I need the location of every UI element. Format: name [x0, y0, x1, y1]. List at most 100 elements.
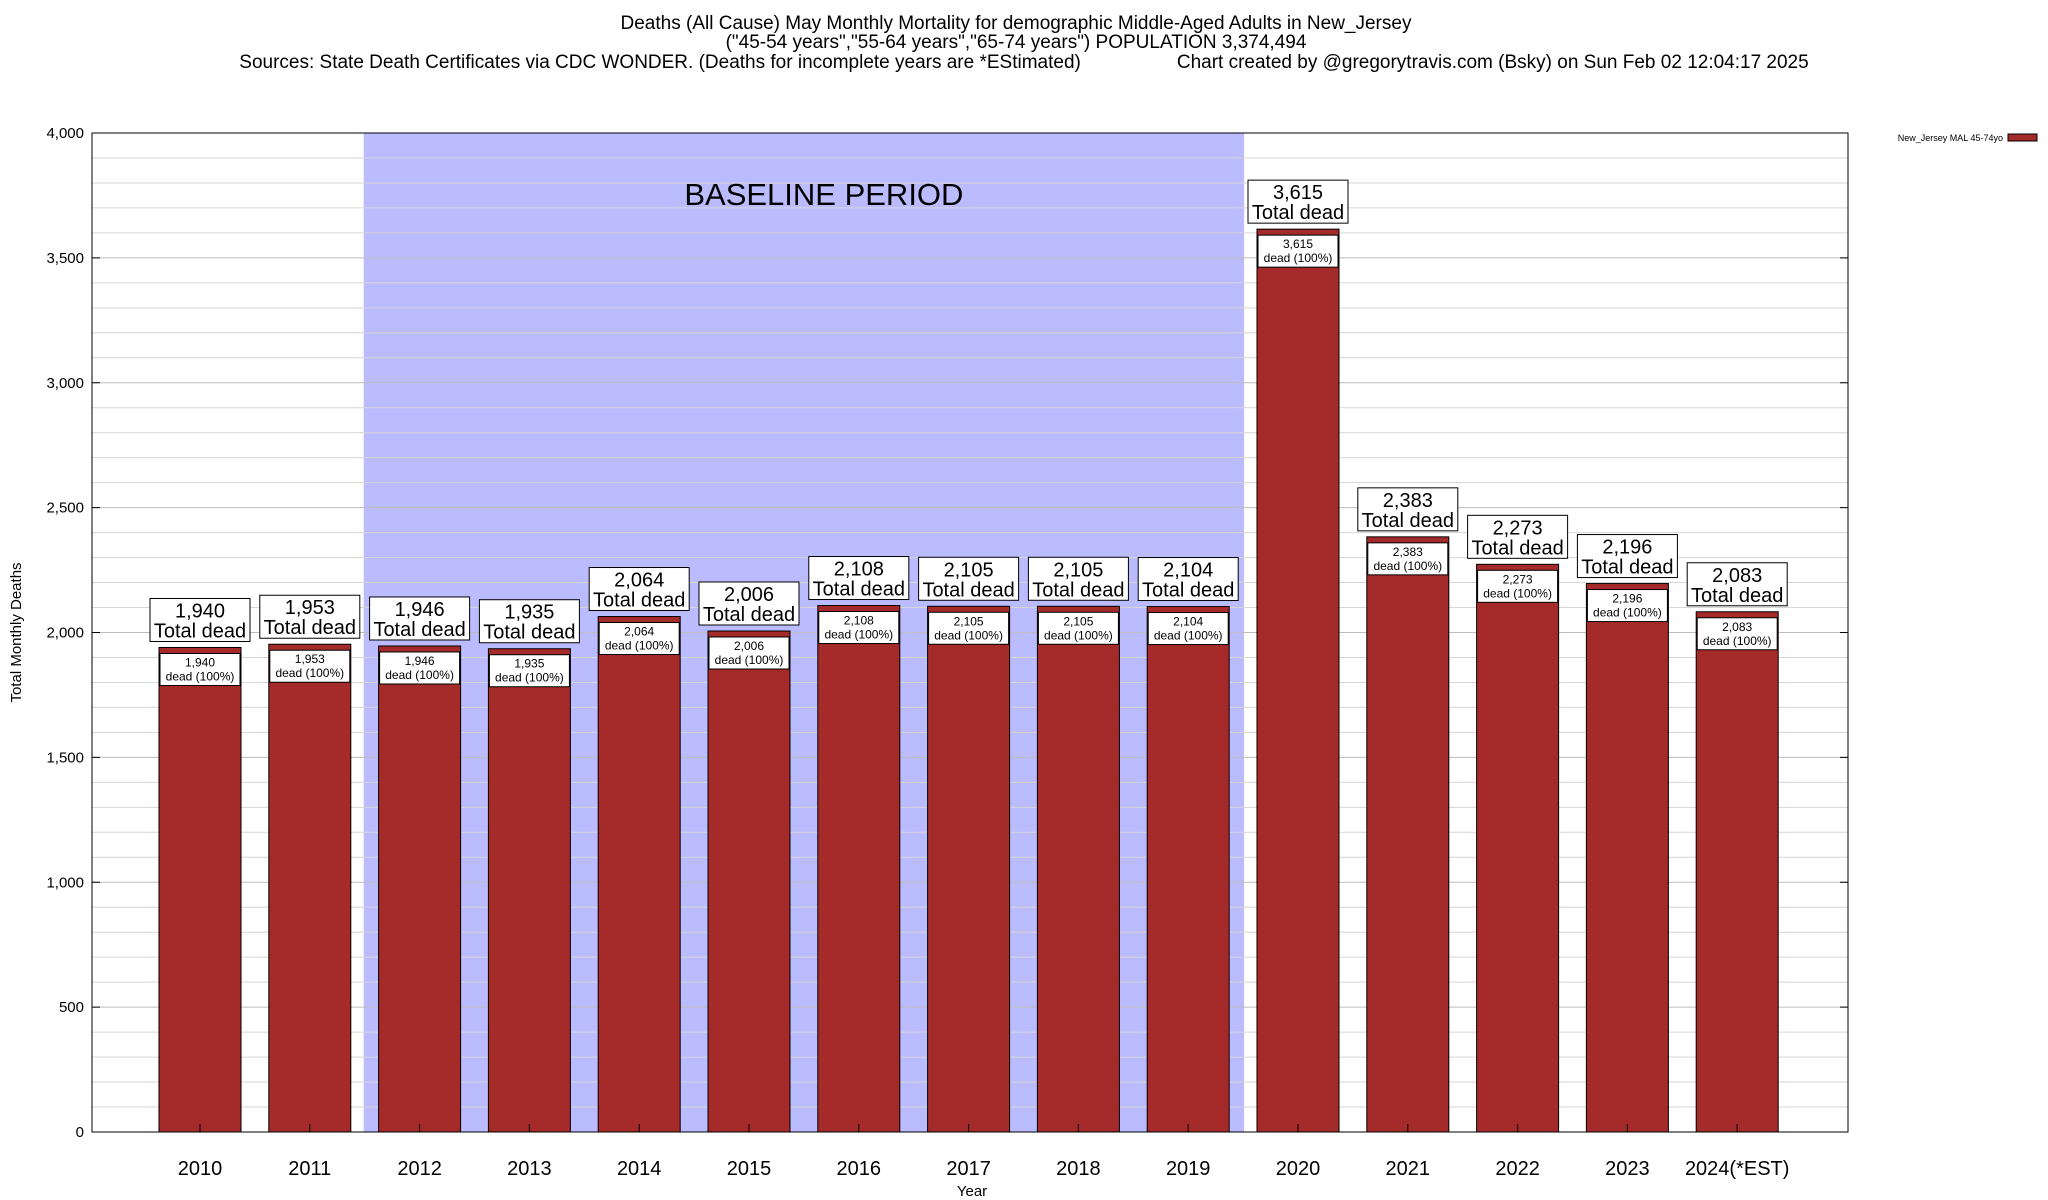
- bar-inner-percent-label: dead (100%): [1264, 251, 1333, 265]
- bar-total-label-box: [918, 556, 1020, 601]
- y-tick-label: 2,500: [46, 500, 84, 517]
- x-tick-label: 2023: [1605, 1158, 1650, 1180]
- x-tick-label: 2022: [1495, 1158, 1540, 1180]
- legend-label: New_Jersey MAL 45-74yo: [1898, 133, 2003, 143]
- bar: [1695, 611, 1779, 1133]
- bar-inner-label-box: [818, 611, 900, 645]
- bar-total-value-label: 2,108: [834, 559, 884, 581]
- bar-total-value-label: 2,105: [944, 559, 994, 581]
- bar-inner-label-box: [1257, 234, 1339, 268]
- bar-total-value-label: 2,105: [1053, 559, 1103, 581]
- bar-total-label-box: [259, 594, 361, 639]
- bar-inner-value-label: 2,383: [1393, 545, 1423, 559]
- bar-inner-label-box: [1477, 569, 1559, 603]
- bar-total-text-label: Total dead: [373, 619, 465, 641]
- bar-total-label-box: [1686, 562, 1788, 607]
- bar-inner-value-label: 2,105: [954, 614, 984, 628]
- chart-title: Deaths (All Cause) May Monthly Mortality…: [620, 13, 1412, 34]
- bar-total-label-box: [698, 581, 800, 626]
- bar-total-text-label: Total dead: [1471, 537, 1563, 559]
- bar-inner-label-box: [598, 622, 680, 656]
- bar-total-label-box: [808, 556, 910, 601]
- x-tick-label: 2020: [1276, 1158, 1321, 1180]
- chart-subtitle: ("45-54 years","55-64 years","65-74 year…: [725, 32, 1307, 53]
- bar-inner-value-label: 3,615: [1283, 237, 1313, 251]
- x-tick-label: 2015: [727, 1158, 772, 1180]
- bar-total-value-label: 2,273: [1493, 517, 1543, 539]
- bar-total-label-box: [1576, 534, 1678, 579]
- y-tick-label: 3,000: [46, 375, 84, 392]
- bar-total-label-box: [1027, 556, 1129, 601]
- bar-inner-percent-label: dead (100%): [934, 628, 1003, 642]
- bar-inner-label-box: [1367, 542, 1449, 576]
- bar-inner-value-label: 2,083: [1722, 620, 1752, 634]
- bar: [158, 646, 242, 1133]
- bar: [268, 643, 352, 1133]
- baseline-period-label: BASELINE PERIOD: [684, 177, 963, 212]
- bar-total-text-label: Total dead: [1691, 585, 1783, 607]
- bar: [1256, 228, 1340, 1133]
- bar-total-label-box: [1137, 557, 1239, 602]
- bar-total-text-label: Total dead: [922, 579, 1014, 601]
- bar-inner-value-label: 1,935: [514, 657, 544, 671]
- bar-inner-value-label: 2,196: [1612, 592, 1642, 606]
- bar: [1146, 606, 1230, 1133]
- bar-total-text-label: Total dead: [1362, 510, 1454, 532]
- bar-inner-label-box: [488, 654, 570, 688]
- y-tick-label: 0: [76, 1124, 84, 1141]
- bar-inner-percent-label: dead (100%): [1703, 634, 1772, 648]
- bar: [707, 630, 791, 1133]
- bar-inner-value-label: 2,104: [1173, 615, 1203, 629]
- x-tick-label: 2019: [1166, 1158, 1211, 1180]
- bar-total-value-label: 2,196: [1602, 537, 1652, 559]
- y-axis-title: Total Monthly Deaths: [8, 562, 25, 702]
- bar: [487, 648, 571, 1133]
- bar-total-label-box: [1467, 514, 1569, 559]
- bar-total-label-box: [588, 567, 690, 612]
- bar-total-value-label: 1,946: [395, 599, 445, 621]
- bar-inner-label-box: [1696, 617, 1778, 651]
- bar-total-text-label: Total dead: [1252, 202, 1344, 224]
- bar-inner-value-label: 1,940: [185, 655, 215, 669]
- bar-inner-value-label: 1,946: [405, 654, 435, 668]
- bar-inner-label-box: [1037, 611, 1119, 645]
- bar-inner-label-box: [928, 611, 1010, 645]
- bar-inner-percent-label: dead (100%): [1154, 629, 1223, 643]
- bar-inner-label-box: [379, 651, 461, 685]
- x-tick-label: 2017: [946, 1158, 991, 1180]
- bar-inner-percent-label: dead (100%): [1373, 559, 1442, 573]
- bar-total-label-box: [1247, 179, 1349, 224]
- bar-total-value-label: 3,615: [1273, 182, 1323, 204]
- bar-total-value-label: 1,953: [285, 597, 335, 619]
- bar-inner-percent-label: dead (100%): [275, 666, 344, 680]
- bar-total-text-label: Total dead: [813, 579, 905, 601]
- bar-total-text-label: Total dead: [593, 590, 685, 612]
- x-tick-label: 2016: [837, 1158, 882, 1180]
- bar-total-value-label: 2,064: [614, 570, 664, 592]
- bar-inner-value-label: 2,108: [844, 614, 874, 628]
- bar-inner-percent-label: dead (100%): [495, 671, 564, 685]
- bar-total-text-label: Total dead: [1032, 579, 1124, 601]
- bar: [1476, 563, 1560, 1133]
- bar: [927, 605, 1011, 1133]
- bar-total-label-box: [478, 599, 580, 644]
- chart-sources-line: Sources: State Death Certificates via CD…: [0, 53, 2048, 72]
- bar-inner-value-label: 2,006: [734, 639, 764, 653]
- bar-inner-value-label: 2,105: [1063, 614, 1093, 628]
- bar-total-value-label: 1,940: [175, 600, 225, 622]
- bar-inner-percent-label: dead (100%): [1483, 586, 1552, 600]
- bar: [1366, 536, 1450, 1133]
- x-tick-label: 2011: [288, 1158, 331, 1180]
- bar-inner-label-box: [269, 649, 351, 683]
- bar-total-text-label: Total dead: [264, 617, 356, 639]
- bar-inner-label-box: [1147, 612, 1229, 646]
- bar-total-label-box: [149, 597, 251, 642]
- y-tick-label: 1,000: [46, 874, 84, 891]
- y-tick-label: 4,000: [46, 125, 84, 142]
- bar-total-value-label: 2,383: [1383, 490, 1433, 512]
- bar-total-value-label: 2,006: [724, 584, 774, 606]
- x-tick-label: 2018: [1056, 1158, 1101, 1180]
- bar: [378, 645, 462, 1133]
- bar-total-text-label: Total dead: [154, 620, 246, 642]
- bar: [817, 605, 901, 1133]
